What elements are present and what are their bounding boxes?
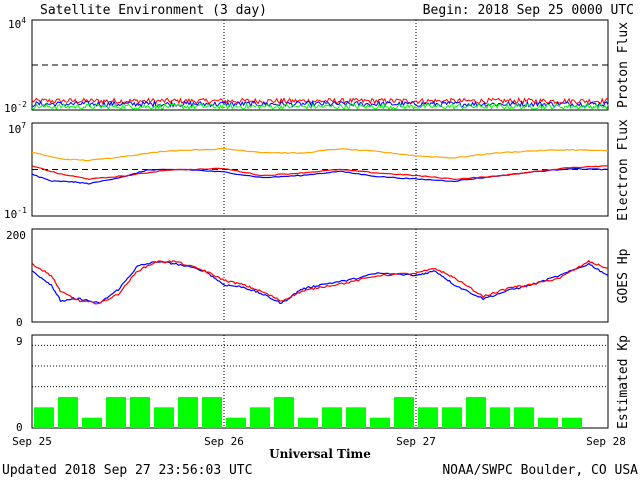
- xtick-sep26: Sep 26: [204, 435, 244, 448]
- kp-bar-13: [346, 407, 366, 428]
- kp-bar-18: [466, 397, 486, 428]
- goes-hp-ylabel: GOES Hp: [616, 248, 631, 303]
- panel2-series-red: [31, 259, 609, 305]
- kp-bar-17: [442, 407, 462, 428]
- xtick-sep28: Sep 28: [586, 435, 626, 448]
- panel1-series-red: [31, 164, 609, 181]
- proton-ytick-top: 104: [8, 16, 26, 31]
- kp-ylabel: Estimated Kp: [616, 335, 631, 429]
- kp-bar-0: [34, 407, 54, 428]
- proton-ylabel: Proton Flux: [616, 22, 631, 108]
- kp-bar-2: [82, 417, 102, 428]
- electron-ytick-top: 107: [8, 121, 26, 136]
- kp-bar-8: [226, 417, 246, 428]
- xaxis-label: Universal Time: [269, 447, 371, 461]
- proton-series-green: [31, 102, 609, 111]
- kp-bar-11: [298, 417, 318, 428]
- kp-bar-14: [370, 417, 390, 428]
- updated-time: Updated 2018 Sep 27 23:56:03 UTC: [2, 463, 252, 478]
- kp-bar-1: [58, 397, 78, 428]
- kp-bar-3: [106, 397, 126, 428]
- kp-bar-6: [178, 397, 198, 428]
- kp-bar-21: [538, 417, 558, 428]
- kp-bar-12: [322, 407, 342, 428]
- kp-bar-22: [562, 417, 582, 428]
- proton-series-blue: [31, 99, 609, 109]
- panel2-series-blue: [31, 260, 609, 305]
- electron-ylabel: Electron Flux: [616, 119, 631, 221]
- kp-bar-16: [418, 407, 438, 428]
- kp-bar-20: [514, 407, 534, 428]
- proton-ytick-bottom: 10-2: [4, 100, 27, 115]
- plot-title: Satellite Environment (3 day): [40, 3, 267, 18]
- kp-bar-10: [274, 397, 294, 428]
- proton-series-red: [31, 97, 609, 105]
- begin-time: Begin: 2018 Sep 25 0000 UTC: [423, 3, 634, 18]
- credit: NOAA/SWPC Boulder, CO USA: [442, 463, 638, 478]
- kp-bar-5: [154, 407, 174, 428]
- goes-hp-panel-frame: [31, 228, 609, 323]
- xtick-sep27: Sep 27: [396, 435, 436, 448]
- proton-panel-frame: [31, 19, 609, 111]
- electron-panel-frame: [31, 122, 609, 217]
- kp-ytick-bottom: 0: [16, 421, 23, 434]
- kp-ytick-top: 9: [16, 335, 23, 348]
- electron-ytick-bottom: 10-1: [4, 206, 27, 221]
- kp-bar-7: [202, 397, 222, 428]
- xtick-sep25: Sep 25: [12, 435, 52, 448]
- panel1-series-orange: [31, 147, 609, 162]
- kp-bar-4: [130, 397, 150, 428]
- kp-bar-15: [394, 397, 414, 428]
- goes-ytick-top: 200: [6, 229, 26, 242]
- goes-ytick-bottom: 0: [16, 316, 23, 329]
- kp-bar-19: [490, 407, 510, 428]
- kp-panel-frame: [31, 334, 609, 429]
- kp-bar-9: [250, 407, 270, 428]
